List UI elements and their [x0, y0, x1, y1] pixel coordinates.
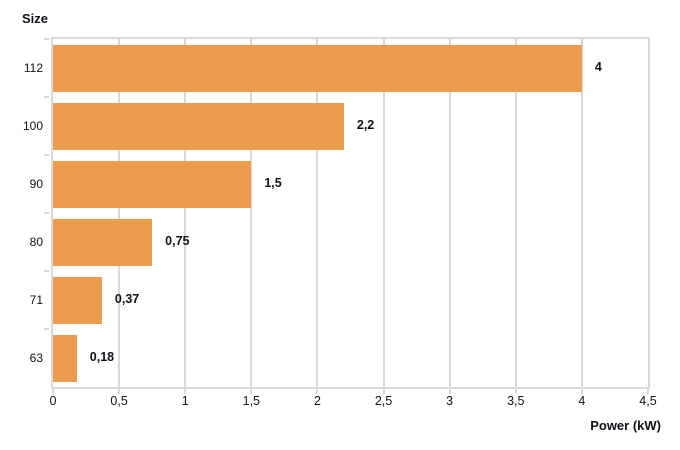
x-axis-tick-label: 0,5 [110, 394, 128, 408]
category-label: 100 [22, 119, 43, 133]
x-axis-tick-label: 0 [49, 394, 57, 408]
gridline [580, 39, 583, 387]
x-axis-tick [382, 389, 385, 394]
x-axis-tick [514, 389, 517, 394]
gridline [382, 39, 385, 387]
bar [53, 44, 582, 92]
category-label: 71 [29, 293, 43, 307]
y-axis-tick [44, 96, 49, 98]
plot-area: 4 2,2 1,5 0,75 0,37 0,18 [51, 37, 650, 389]
gridline [184, 39, 187, 387]
gridline [118, 39, 121, 387]
chart-title: Size [22, 11, 49, 26]
x-axis-tick-label: 3,5 [507, 394, 525, 408]
x-axis-tick-label: 2,5 [374, 394, 393, 408]
gridline [514, 39, 517, 387]
bar-value-label: 0,75 [165, 234, 190, 248]
bar-value-label: 2,2 [356, 118, 375, 132]
category-label: 90 [29, 177, 43, 191]
x-axis-tick [250, 389, 253, 394]
bar-value-label: 1,5 [264, 176, 282, 190]
x-axis-tick-label: 4,5 [639, 394, 657, 408]
bar [53, 334, 77, 382]
bar-value-label: 0,18 [89, 350, 115, 364]
x-axis-title: Power (kW) [590, 418, 661, 433]
bar-value-label: 4 [594, 60, 602, 74]
x-axis-tick [118, 389, 121, 394]
y-axis-tick [44, 38, 49, 40]
x-axis-tick-label: 2 [313, 394, 321, 408]
category-label: 63 [29, 351, 43, 365]
x-axis-tick [184, 389, 187, 394]
y-axis-tick [44, 212, 49, 214]
gridline [250, 39, 253, 387]
x-axis-tick-label: 1,5 [242, 394, 261, 408]
bar [53, 160, 252, 208]
gridline [448, 39, 451, 387]
category-label: 80 [29, 235, 43, 249]
x-axis-tick [448, 389, 451, 394]
x-axis-tick [52, 389, 54, 394]
x-axis-tick [316, 389, 319, 394]
y-axis-tick [44, 154, 49, 156]
x-axis-tick [580, 389, 583, 394]
x-axis-tick-label: 3 [446, 394, 454, 408]
gridline [316, 39, 319, 387]
x-axis-tick [647, 389, 649, 394]
bar [53, 218, 153, 266]
bar [53, 102, 344, 150]
x-axis-tick-label: 1 [181, 394, 189, 408]
bar [53, 276, 102, 324]
bar-value-label: 0,37 [114, 292, 140, 306]
y-axis-tick [44, 270, 49, 272]
x-axis-tick-label: 4 [578, 394, 586, 408]
y-axis-tick [44, 328, 49, 330]
category-label: 112 [23, 61, 43, 75]
